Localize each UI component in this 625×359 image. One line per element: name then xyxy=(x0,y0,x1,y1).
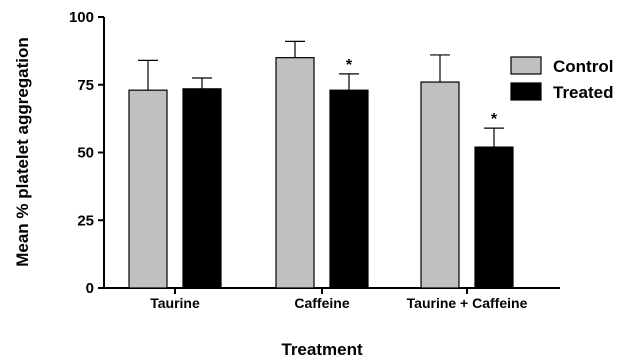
bar-control-2 xyxy=(275,57,315,289)
legend-swatch-control xyxy=(510,56,542,75)
y-tick-label: 0 xyxy=(86,280,94,297)
legend-label-control: Control xyxy=(553,57,613,76)
x-axis-title: Treatment xyxy=(281,340,363,359)
y-tick-label: 100 xyxy=(69,9,94,26)
y-axis-title: Mean % platelet aggregation xyxy=(13,37,32,267)
significance-marker: * xyxy=(491,111,498,128)
x-tick-label: Taurine xyxy=(150,295,200,311)
bar-treated-1 xyxy=(182,88,222,289)
bars: ** xyxy=(128,40,514,289)
bar-treated-2 xyxy=(329,89,369,289)
legend-label-treated: Treated xyxy=(553,83,613,102)
y-tick-label: 25 xyxy=(77,212,94,229)
x-axis: Taurine Caffeine Taurine + Caffeine xyxy=(104,287,560,311)
x-tick-label: Taurine + Caffeine xyxy=(407,295,528,311)
bar-treated-3 xyxy=(474,146,514,289)
bar-control-1 xyxy=(128,89,168,289)
significance-marker: * xyxy=(346,57,353,74)
bar-control-3 xyxy=(420,81,460,289)
x-tick-label: Caffeine xyxy=(294,295,349,311)
y-tick-label: 75 xyxy=(77,77,94,94)
y-tick-label: 50 xyxy=(77,145,94,162)
legend-swatch-treated xyxy=(510,82,542,101)
y-axis: 0 25 50 75 100 xyxy=(69,9,105,297)
legend: Control Treated xyxy=(510,56,613,102)
